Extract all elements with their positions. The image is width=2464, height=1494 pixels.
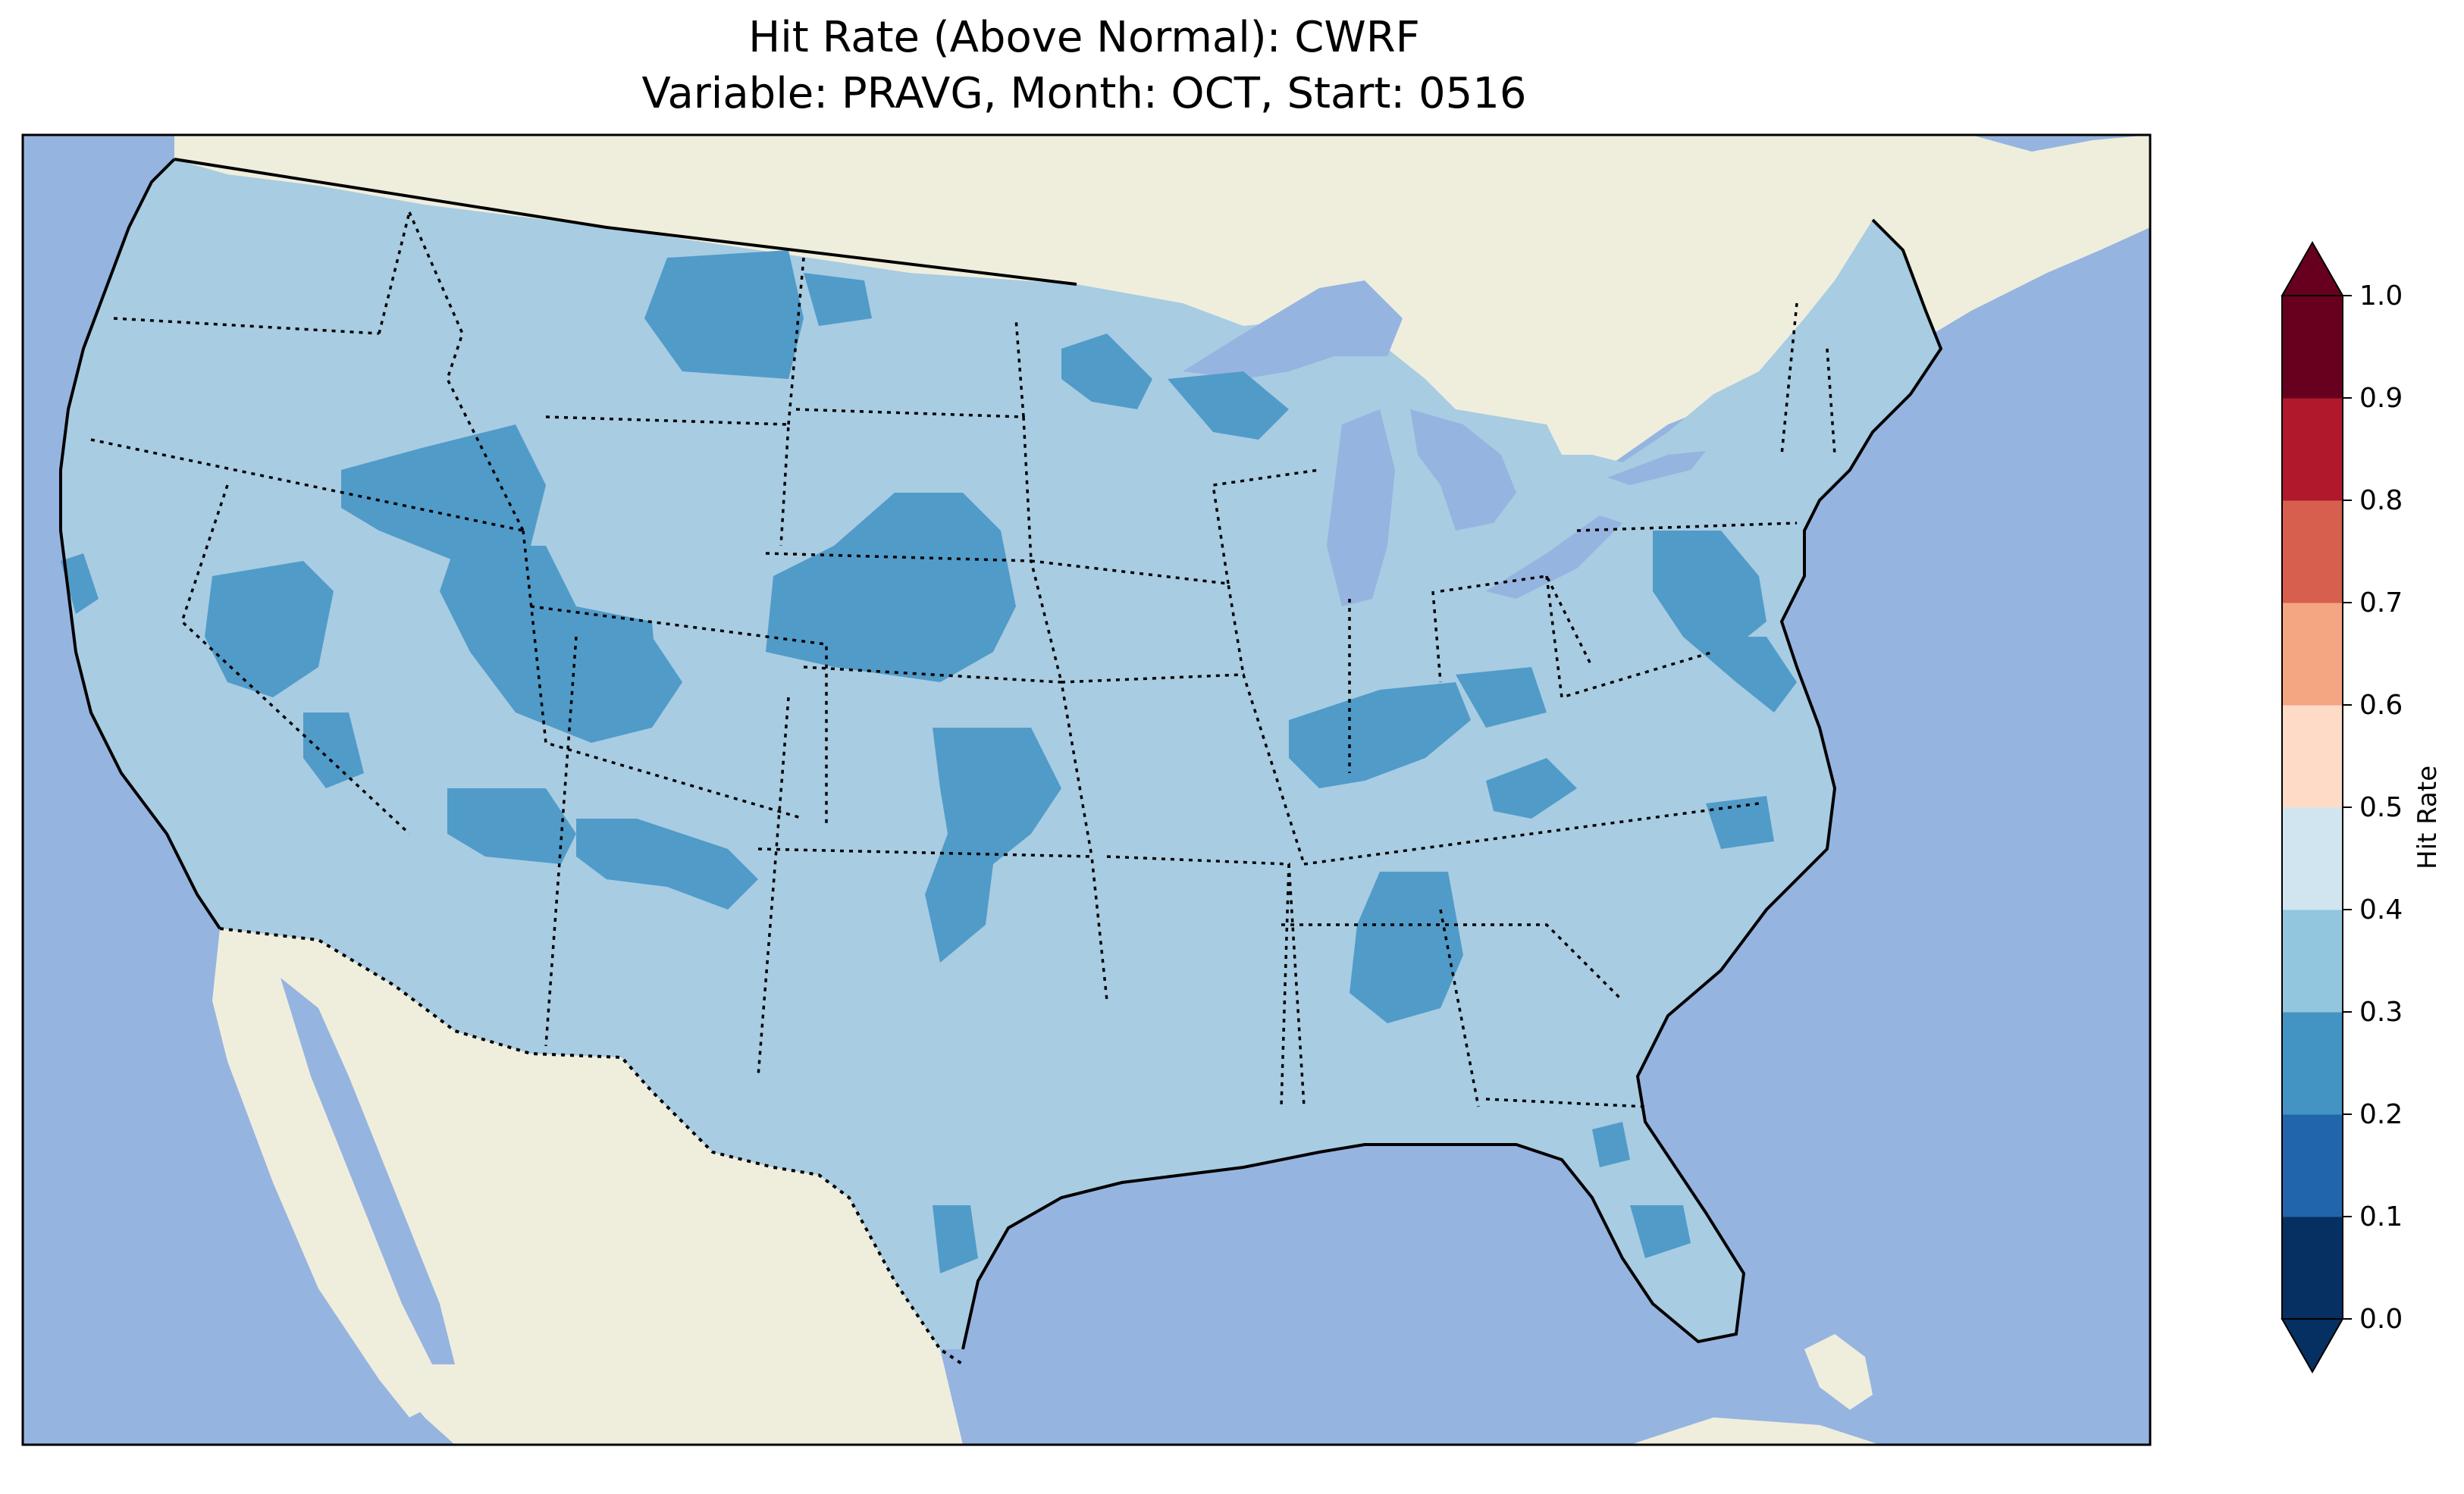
coastline [59,158,221,930]
state-boundaries [90,211,1836,1108]
west-coast-patch [61,553,99,614]
colorbar-bin [2282,1012,2343,1115]
colorbar-tick-label: 0.7 [2359,587,2403,619]
map-area [23,135,2150,1445]
colorbar-tick-label: 0.9 [2359,383,2403,414]
colorbar-bin [2282,1114,2343,1217]
lake-michigan [1327,409,1395,606]
lake-erie [1486,515,1622,599]
colorbar-tick-label: 0.0 [2359,1304,2403,1335]
colorbar-extend-min [2281,1318,2344,1374]
colorbar-tick-label: 0.2 [2359,1099,2403,1130]
colorbar-bin [2282,705,2343,808]
colorbar-bin [2282,500,2343,603]
lake-superior [1183,280,1403,379]
colorbar-tick-label: 0.3 [2359,997,2403,1028]
colorbar-bin [2282,807,2343,910]
map-subtitle: Variable: PRAVG, Month: OCT, Start: 0516 [641,69,1527,118]
lake-huron [1410,409,1516,531]
gulf-of-california [281,978,455,1364]
colorbar-bin [2282,296,2343,399]
low-hit-rate-patches [205,250,1797,1273]
colorbar-tick-label: 0.8 [2359,485,2403,516]
colorbar-label: Hit Rate [2412,765,2443,869]
colorbar-tick-label: 0.4 [2359,894,2403,926]
map-frame [21,133,2152,1446]
colorbar-bin [2282,910,2343,1013]
baja-california [212,929,425,1417]
colorbar-extend-max [2281,240,2344,296]
mexico-land [220,925,963,1445]
colorbar-tick-label: 0.1 [2359,1201,2403,1232]
colorbar-tick-label: 0.5 [2359,792,2403,823]
colorbar-bin [2282,398,2343,501]
yucatan [1630,1417,1880,1445]
lake-ontario [1607,451,1706,485]
colorbar-bin [2282,603,2343,706]
colorbar-tick-label: 1.0 [2359,280,2403,312]
colorbar: 0.0 0.1 0.2 0.3 0.4 0.5 0.6 0.7 0.8 0.9 1.0 [2281,240,2403,1374]
colorbar-bin [2282,1217,2343,1320]
cuba [1804,1334,1873,1410]
map-title: Hit Rate (Above Normal): CWRF [748,13,1420,62]
gulf-coastline [961,218,1943,1350]
us-canada-border [174,158,1077,286]
us-mexico-border [219,927,964,1366]
colorbar-tick-label: 0.6 [2359,690,2403,721]
